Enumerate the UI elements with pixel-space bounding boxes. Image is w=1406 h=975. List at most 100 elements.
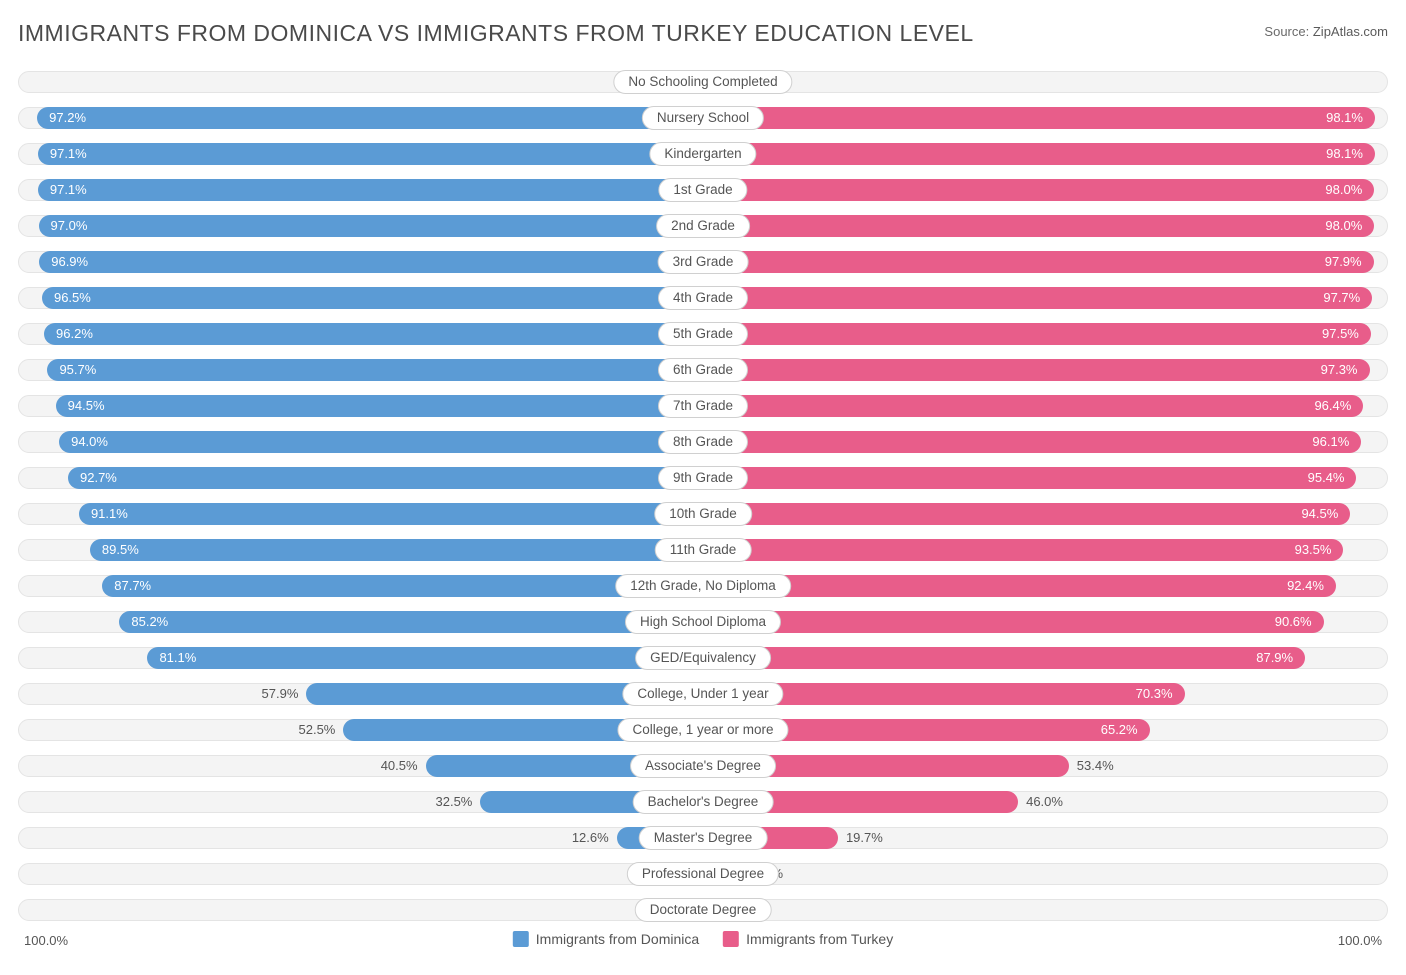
value-left: 87.7% [114,575,151,597]
chart-footer: 100.0% Immigrants from Dominica Immigran… [18,931,1388,957]
value-left: 40.5% [381,755,418,777]
chart-row: 91.1%94.5%10th Grade [18,497,1388,531]
value-right: 96.1% [1312,431,1349,453]
value-left: 32.5% [436,791,473,813]
value-right: 70.3% [1136,683,1173,705]
bar-left [68,467,703,489]
value-left: 12.6% [572,827,609,849]
category-label: College, Under 1 year [622,682,783,706]
chart-row: 97.1%98.1%Kindergarten [18,137,1388,171]
chart-row: 81.1%87.9%GED/Equivalency [18,641,1388,675]
source-label: Source: [1264,24,1309,39]
bar-right [703,323,1371,345]
value-right: 97.9% [1325,251,1362,273]
track-right [703,71,1388,93]
category-label: 12th Grade, No Diploma [615,574,791,598]
track-left [18,71,703,93]
value-right: 97.3% [1321,359,1358,381]
category-label: 1st Grade [658,178,747,202]
chart-row: 94.0%96.1%8th Grade [18,425,1388,459]
legend-label-left: Immigrants from Dominica [536,931,699,947]
value-left: 52.5% [299,719,336,741]
chart-row: 94.5%96.4%7th Grade [18,389,1388,423]
value-left: 96.2% [56,323,93,345]
source-value: ZipAtlas.com [1313,24,1388,39]
value-left: 96.9% [51,251,88,273]
value-right: 46.0% [1026,791,1063,813]
category-label: 2nd Grade [656,214,750,238]
value-right: 98.1% [1326,107,1363,129]
category-label: Master's Degree [639,826,768,850]
value-right: 97.5% [1322,323,1359,345]
category-label: Associate's Degree [630,754,776,778]
bar-right [703,467,1356,489]
chart-header: IMMIGRANTS FROM DOMINICA VS IMMIGRANTS F… [18,20,1388,47]
bar-right [703,215,1374,237]
legend-label-right: Immigrants from Turkey [746,931,893,947]
legend-item-right: Immigrants from Turkey [723,931,893,947]
value-right: 19.7% [846,827,883,849]
legend-swatch-right [723,931,739,947]
chart-row: 3.6%6.2%Professional Degree [18,857,1388,891]
bar-left [37,107,703,129]
value-left: 89.5% [102,539,139,561]
bar-right [703,143,1375,165]
chart-row: 32.5% 46.0% Bachelor's Degree [18,785,1388,819]
bar-left [47,359,703,381]
value-left: 97.2% [49,107,86,129]
value-left: 91.1% [91,503,128,525]
category-label: Nursery School [642,106,764,130]
chart-row: 2.8%1.9%No Schooling Completed [18,65,1388,99]
category-label: 4th Grade [658,286,748,310]
value-left: 97.1% [50,179,87,201]
track-right [703,899,1388,921]
value-right: 93.5% [1295,539,1332,561]
value-right: 53.4% [1077,755,1114,777]
chart-row: 40.5% 53.4% Associate's Degree [18,749,1388,783]
chart-row: 96.9%97.9%3rd Grade [18,245,1388,279]
bar-right [703,647,1305,669]
bar-left [147,647,703,669]
category-label: Doctorate Degree [635,898,772,922]
bar-right [703,107,1375,129]
value-right: 98.0% [1325,215,1362,237]
category-label: 11th Grade [655,538,752,562]
bar-right [703,395,1363,417]
category-label: Kindergarten [649,142,756,166]
chart-row: 57.9% 70.3% College, Under 1 year [18,677,1388,711]
category-label: High School Diploma [625,610,781,634]
bar-left [44,323,703,345]
chart-row: 96.5%97.7%4th Grade [18,281,1388,315]
value-right: 97.7% [1323,287,1360,309]
value-left: 81.1% [159,647,196,669]
chart-row: 12.6% 19.7% Master's Degree [18,821,1388,855]
value-left: 94.0% [71,431,108,453]
bar-left [38,179,703,201]
category-label: 5th Grade [658,322,748,346]
bar-right [703,179,1374,201]
value-right: 90.6% [1275,611,1312,633]
chart-legend: Immigrants from Dominica Immigrants from… [513,931,893,947]
axis-max-right: 100.0% [1338,933,1382,948]
category-label: 9th Grade [658,466,748,490]
bar-right [703,539,1343,561]
chart-source: Source: ZipAtlas.com [1264,20,1388,39]
category-label: 7th Grade [658,394,748,418]
category-label: College, 1 year or more [617,718,788,742]
category-label: Professional Degree [627,862,779,886]
value-right: 98.0% [1325,179,1362,201]
value-left: 95.7% [59,359,96,381]
category-label: Bachelor's Degree [633,790,774,814]
chart-row: 96.2% 97.5% 5th Grade [18,317,1388,351]
bar-right [703,251,1374,273]
value-right: 92.4% [1287,575,1324,597]
value-left: 85.2% [131,611,168,633]
bar-left [39,215,703,237]
value-left: 57.9% [262,683,299,705]
chart-row: 89.5% 93.5% 11th Grade [18,533,1388,567]
chart-row: 95.7%97.3%6th Grade [18,353,1388,387]
chart-title: IMMIGRANTS FROM DOMINICA VS IMMIGRANTS F… [18,20,974,47]
value-right: 94.5% [1301,503,1338,525]
bar-right [703,575,1336,597]
value-left: 94.5% [68,395,105,417]
